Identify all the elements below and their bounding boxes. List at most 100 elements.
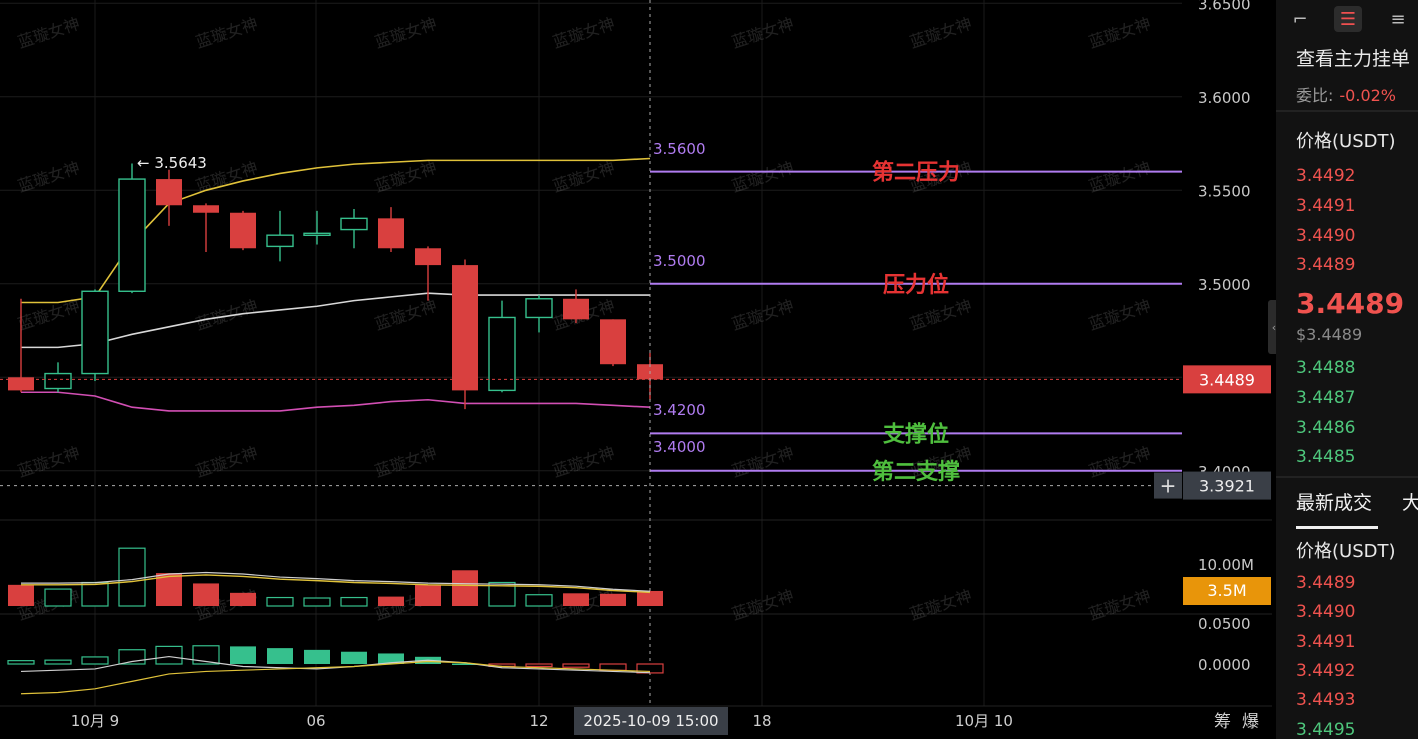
volume-bar <box>193 583 219 606</box>
macd-histogram-bar <box>378 653 404 664</box>
level-value-label: 3.5600 <box>653 140 706 158</box>
price-axis-tick: 3.5500 <box>1198 182 1251 200</box>
volume-bar <box>156 573 182 606</box>
time-axis-tick: 06 <box>306 712 325 730</box>
volume-bar <box>415 584 441 606</box>
trade-price: 3.4490 <box>1296 602 1356 622</box>
bid-price[interactable]: 3.4485 <box>1296 447 1356 467</box>
level-name-label: 支撑位 <box>883 421 949 447</box>
ask-price[interactable]: 3.4489 <box>1296 255 1356 275</box>
volume-bar <box>452 570 478 606</box>
watermark-text: 蓝璇女神 <box>729 14 796 52</box>
bid-price[interactable]: 3.4488 <box>1296 358 1356 378</box>
watermark-text: 蓝璇女神 <box>729 443 796 481</box>
level-name-label: 第二支撑 <box>872 459 960 485</box>
macd-histogram-bar <box>636 663 664 674</box>
macd-histogram-bar <box>155 645 183 665</box>
watermark-text: 蓝璇女神 <box>193 14 260 52</box>
watermark-text: 蓝璇女神 <box>907 14 974 52</box>
order-book-view-icon[interactable]: ☰ <box>1334 6 1362 32</box>
watermark-text: 蓝璇女神 <box>729 296 796 334</box>
candle-body <box>563 298 589 320</box>
volume-last-tag-text: 3.5M <box>1207 581 1246 600</box>
trade-price: 3.4489 <box>1296 573 1356 593</box>
bid-price[interactable]: 3.4486 <box>1296 418 1356 438</box>
candle-body <box>230 212 256 249</box>
price-axis-tick: 3.6500 <box>1198 0 1251 13</box>
price-axis-tick: 3.6000 <box>1198 89 1251 107</box>
tab-big-trades[interactable]: 大 <box>1402 492 1418 514</box>
macd-histogram-bar <box>44 659 72 665</box>
candle-body <box>8 377 34 391</box>
candle-body <box>303 232 331 237</box>
volume-bar <box>44 588 72 607</box>
macd-histogram-bar <box>81 656 109 665</box>
ask-price[interactable]: 3.4492 <box>1296 166 1356 186</box>
order-book-panel: ⌐ ☰ ≡ 查看主力挂单 委比: -0.02% 价格(USDT) 3.4492 3… <box>1276 0 1418 739</box>
order-ratio-label: 委比: <box>1296 86 1334 105</box>
watermark-text: 蓝璇女神 <box>15 296 82 334</box>
watermark-text: 蓝璇女神 <box>372 296 439 334</box>
watermark-text: 蓝璇女神 <box>372 443 439 481</box>
candle-body <box>156 179 182 206</box>
book-price-header: 价格(USDT) <box>1296 131 1396 152</box>
watermark-text: 蓝璇女神 <box>193 296 260 334</box>
bid-price[interactable]: 3.4487 <box>1296 388 1356 408</box>
plus-icon: + <box>1160 474 1177 498</box>
chip-tool-button[interactable]: 筹 <box>1214 712 1231 732</box>
candle-body <box>44 372 72 390</box>
volume-bar <box>266 596 294 607</box>
watermark-text: 蓝璇女神 <box>1086 296 1153 334</box>
candle-body <box>415 248 441 266</box>
ask-price[interactable]: 3.4491 <box>1296 196 1356 216</box>
watermark-text: 蓝璇女神 <box>372 14 439 52</box>
order-ratio-value: -0.02% <box>1339 86 1397 105</box>
level-name-label: 第二压力 <box>872 160 960 186</box>
volume-bar <box>488 581 516 607</box>
crosshair-time-tag <box>574 707 728 735</box>
candle-body <box>600 319 626 365</box>
price-band-line <box>21 391 651 412</box>
macd-histogram-bar <box>562 663 590 668</box>
volume-ma-line <box>21 574 651 594</box>
volume-bar <box>8 584 34 606</box>
time-axis-tick: 10月 10 <box>955 712 1013 730</box>
watermark-text: 蓝璇女神 <box>193 443 260 481</box>
candle-body <box>266 234 294 248</box>
time-axis-tick: 12 <box>529 712 548 730</box>
layout-icon[interactable]: ⌐ <box>1292 8 1308 30</box>
macd-line <box>20 655 651 674</box>
trade-price: 3.4493 <box>1296 690 1356 710</box>
watermark-text: 蓝璇女神 <box>729 586 796 624</box>
level-value-label: 3.5000 <box>653 252 706 270</box>
active-tab-underline <box>1296 526 1378 529</box>
current-price-usd: $3.4489 <box>1296 325 1363 344</box>
view-main-orders-title[interactable]: 查看主力挂单 <box>1296 48 1411 70</box>
watermark-text: 蓝璇女神 <box>15 443 82 481</box>
macd-axis-tick: 0.0000 <box>1198 656 1251 674</box>
trade-price: 3.4492 <box>1296 661 1356 681</box>
macd-histogram-bar <box>267 648 293 664</box>
liquidation-tool-button[interactable]: 爆 <box>1242 712 1259 732</box>
candle-body <box>81 290 109 375</box>
price-axis-tick: 3.5000 <box>1198 276 1251 294</box>
crosshair-plus-button[interactable] <box>1154 472 1182 499</box>
crosshair-price-tag-text: 3.3921 <box>1199 477 1255 496</box>
tab-latest-trades[interactable]: 最新成交 <box>1296 492 1373 514</box>
divider <box>1276 110 1418 112</box>
volume-last-tag <box>1183 577 1271 605</box>
candle-body <box>452 265 478 391</box>
last-price-tag-text: 3.4489 <box>1199 370 1255 389</box>
list-view-icon[interactable]: ≡ <box>1390 8 1406 30</box>
time-axis-tick: 10月 9 <box>71 712 119 730</box>
volume-bar <box>563 593 589 606</box>
ask-price[interactable]: 3.4490 <box>1296 226 1356 246</box>
current-price: 3.4489 <box>1296 287 1405 320</box>
volume-bar <box>525 594 553 607</box>
volume-bar <box>600 593 626 606</box>
trade-price: 3.4495 <box>1296 720 1356 739</box>
volume-bar <box>340 596 368 607</box>
order-ratio: 委比: -0.02% <box>1296 82 1396 106</box>
level-value-label: 3.4200 <box>653 401 706 419</box>
